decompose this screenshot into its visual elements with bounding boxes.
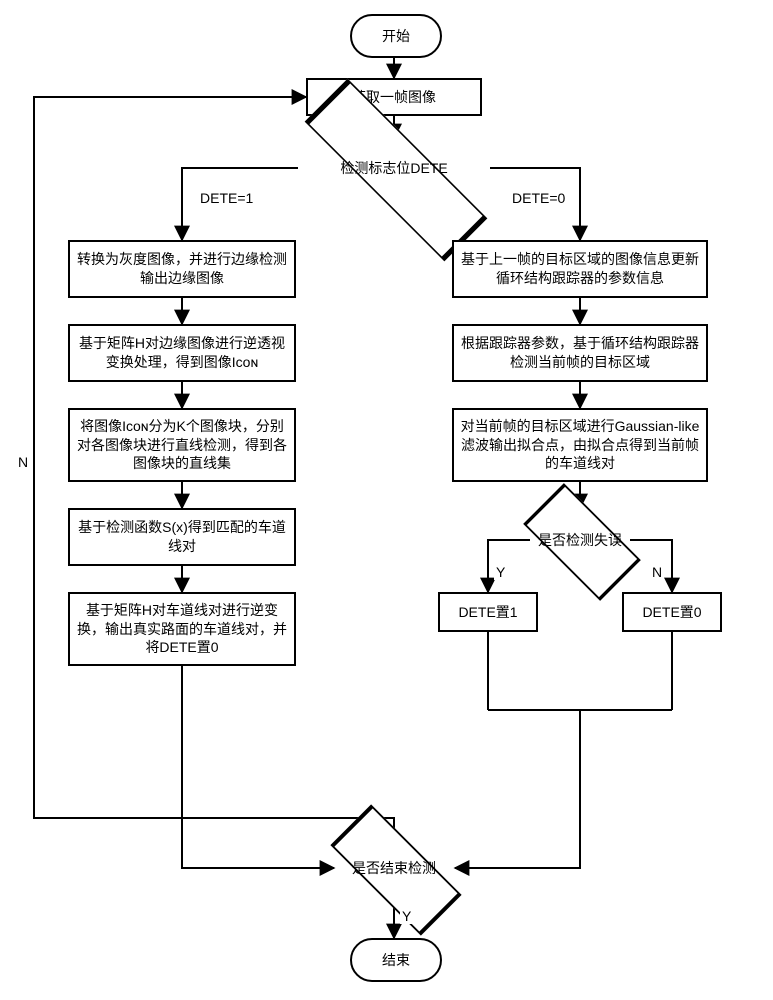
dete-set0-text: DETE置0 <box>642 603 701 622</box>
gray-edge-text: 转换为灰度图像，并进行边缘检测输出边缘图像 <box>76 250 288 288</box>
update-tracker-text: 基于上一帧的目标区域的图像信息更新循环结构跟踪器的参数信息 <box>460 250 700 288</box>
process-inverse-output: 基于矩阵H对车道线对进行逆变换，输出真实路面的车道线对，并将DETE置0 <box>68 592 296 666</box>
split-blocks-text: 将图像Iᴄᴏɴ分为K个图像块，分别对各图像块进行直线检测，得到各图像块的直线集 <box>76 417 288 474</box>
start-label: 开始 <box>382 26 410 46</box>
process-detect-target: 根据跟踪器参数，基于循环结构跟踪器检测当前帧的目标区域 <box>452 324 708 382</box>
terminal-end: 结束 <box>350 938 442 982</box>
flowchart-canvas: 开始 获取一帧图像 检测标志位DETE DETE=1 DETE=0 转换为灰度图… <box>10 10 763 990</box>
process-gray-edge: 转换为灰度图像，并进行边缘检测输出边缘图像 <box>68 240 296 298</box>
edge-end-N: N <box>16 454 30 470</box>
process-inverse-perspective: 基于矩阵H对边缘图像进行逆透视变换处理，得到图像Iᴄᴏɴ <box>68 324 296 382</box>
process-dete-set0: DETE置0 <box>622 592 722 632</box>
dete-set1-text: DETE置1 <box>458 603 517 622</box>
decision-check-fail <box>523 483 641 601</box>
decision-end-check <box>330 804 461 935</box>
inverse-output-text: 基于矩阵H对车道线对进行逆变换，输出真实路面的车道线对，并将DETE置0 <box>76 601 288 658</box>
edge-fail-N: N <box>650 564 664 580</box>
process-update-tracker: 基于上一帧的目标区域的图像信息更新循环结构跟踪器的参数信息 <box>452 240 708 298</box>
process-gaussian-fit: 对当前帧的目标区域进行Gaussian-like滤波输出拟合点，由拟合点得到当前… <box>452 408 708 482</box>
process-split-blocks: 将图像Iᴄᴏɴ分为K个图像块，分别对各图像块进行直线检测，得到各图像块的直线集 <box>68 408 296 482</box>
process-dete-set1: DETE置1 <box>438 592 538 632</box>
edge-dete1: DETE=1 <box>198 190 255 206</box>
terminal-start: 开始 <box>350 14 442 58</box>
end-label: 结束 <box>382 950 410 970</box>
edge-dete0: DETE=0 <box>510 190 567 206</box>
edge-fail-Y: Y <box>494 564 507 580</box>
edge-end-Y: Y <box>400 908 413 924</box>
match-func-text: 基于检测函数S(x)得到匹配的车道线对 <box>76 518 288 556</box>
gaussian-fit-text: 对当前帧的目标区域进行Gaussian-like滤波输出拟合点，由拟合点得到当前… <box>460 417 700 474</box>
detect-target-text: 根据跟踪器参数，基于循环结构跟踪器检测当前帧的目标区域 <box>460 334 700 372</box>
process-match-function: 基于检测函数S(x)得到匹配的车道线对 <box>68 508 296 566</box>
inverse-persp-text: 基于矩阵H对边缘图像进行逆透视变换处理，得到图像Iᴄᴏɴ <box>76 334 288 372</box>
